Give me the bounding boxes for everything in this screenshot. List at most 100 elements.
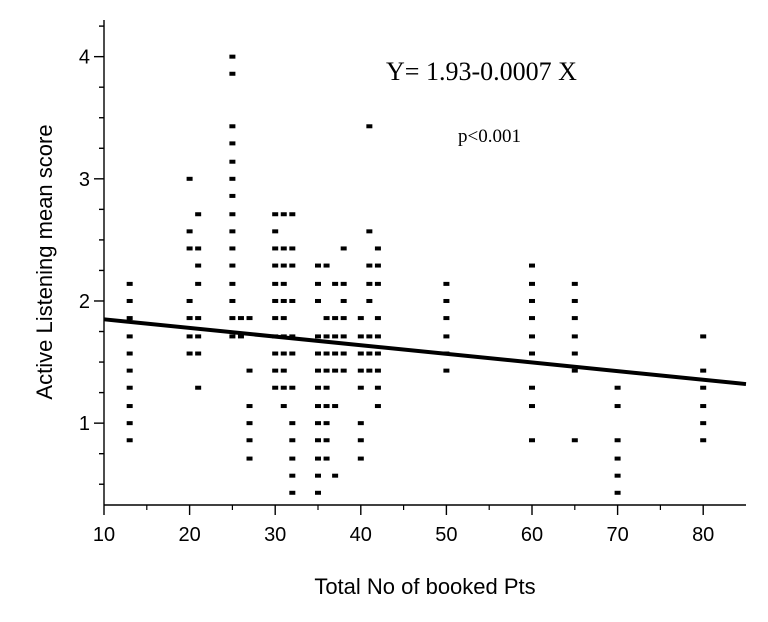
data-point	[700, 385, 707, 390]
data-point	[186, 316, 193, 321]
data-point	[357, 438, 364, 443]
data-point	[374, 316, 381, 321]
data-point	[246, 316, 253, 321]
data-point	[272, 212, 279, 217]
data-point	[332, 316, 339, 321]
data-point	[315, 438, 321, 443]
data-point	[272, 281, 279, 286]
data-point	[280, 281, 287, 286]
data-point	[529, 351, 535, 356]
data-point	[332, 473, 339, 478]
data-point	[366, 263, 373, 268]
data-point	[614, 438, 621, 443]
data-point	[366, 298, 373, 303]
data-point	[195, 263, 202, 268]
data-point	[443, 281, 450, 286]
data-point	[529, 263, 535, 268]
y-tick-label: 4	[79, 47, 90, 69]
x-tick-label: 70	[606, 524, 628, 546]
data-point	[529, 298, 535, 303]
data-point	[229, 71, 236, 76]
data-point	[229, 316, 236, 321]
data-point	[126, 298, 133, 303]
x-tick-label: 80	[692, 524, 714, 546]
data-point	[374, 404, 381, 409]
data-point	[126, 404, 133, 409]
data-point	[315, 490, 321, 495]
data-point	[246, 421, 253, 426]
data-point	[229, 124, 236, 129]
data-point	[246, 438, 253, 443]
y-tick-label: 3	[79, 169, 90, 191]
data-point	[340, 316, 347, 321]
data-point	[315, 334, 321, 339]
data-point	[229, 334, 236, 339]
data-point	[571, 438, 578, 443]
data-point	[186, 298, 193, 303]
plot-axes: 10 20 30 40 50 60 70 80 1 2 3 4	[79, 20, 746, 546]
data-point	[529, 385, 535, 390]
data-point	[315, 456, 321, 461]
data-point	[229, 298, 236, 303]
data-point	[614, 385, 621, 390]
regression-line	[103, 317, 747, 387]
data-point	[700, 404, 707, 409]
data-point	[186, 334, 193, 339]
data-point	[340, 281, 347, 286]
data-point	[700, 421, 707, 426]
data-point	[571, 281, 578, 286]
data-point	[332, 281, 339, 286]
data-point	[443, 316, 450, 321]
data-point	[614, 404, 621, 409]
data-point	[374, 246, 381, 251]
data-point	[126, 351, 133, 356]
data-point	[357, 351, 364, 356]
data-point	[315, 404, 321, 409]
data-point	[332, 334, 339, 339]
data-point	[246, 456, 253, 461]
data-point	[323, 368, 330, 373]
y-tick-label: 1	[79, 413, 90, 435]
data-point	[571, 316, 578, 321]
data-point	[246, 368, 253, 373]
data-point	[280, 404, 287, 409]
x-tick-label: 50	[435, 524, 457, 546]
data-point	[229, 246, 236, 251]
data-point	[280, 316, 287, 321]
data-point	[571, 351, 578, 356]
data-point	[443, 298, 450, 303]
data-point	[443, 368, 450, 373]
data-point	[289, 421, 296, 426]
data-point	[323, 351, 330, 356]
data-point	[366, 124, 373, 129]
data-point	[357, 316, 364, 321]
data-point	[272, 298, 279, 303]
data-point	[289, 473, 296, 478]
data-point	[315, 351, 321, 356]
data-point	[280, 212, 287, 217]
data-point	[237, 334, 244, 339]
data-point	[289, 438, 296, 443]
data-point	[374, 334, 381, 339]
data-point	[374, 368, 381, 373]
data-point	[529, 438, 535, 443]
data-point	[195, 281, 202, 286]
data-point	[614, 473, 621, 478]
data-point	[366, 351, 373, 356]
data-point	[272, 246, 279, 251]
data-point	[229, 212, 236, 217]
data-point	[571, 368, 578, 373]
data-point	[289, 212, 296, 217]
data-point	[280, 246, 287, 251]
data-point	[357, 368, 364, 373]
data-point	[229, 229, 236, 234]
data-point	[357, 421, 364, 426]
data-point	[272, 229, 279, 234]
data-point	[229, 159, 236, 164]
y-tick-label: 2	[79, 291, 90, 313]
data-point	[571, 298, 578, 303]
data-point	[332, 368, 339, 373]
data-point	[186, 351, 193, 356]
data-point	[340, 334, 347, 339]
